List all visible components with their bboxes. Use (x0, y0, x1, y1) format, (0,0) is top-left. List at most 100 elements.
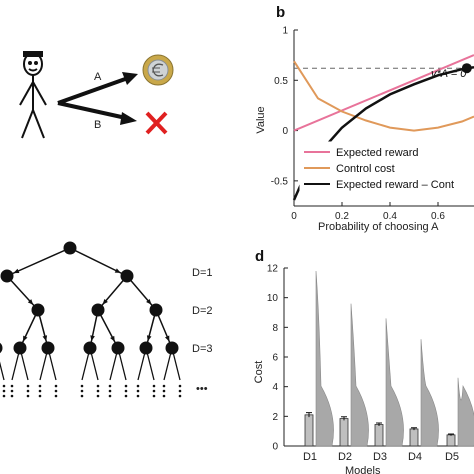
tree-continuation-dot (54, 389, 58, 393)
b-ytick-label: -0.5 (271, 176, 289, 187)
tree-continuation-dot (108, 389, 112, 393)
tree-continuation-dot (80, 394, 84, 398)
panel-d-ylabel: Cost (253, 361, 265, 384)
tree-continuation-dot (136, 394, 140, 398)
legend-control-cost: Control cost (336, 163, 395, 175)
tree-node (91, 303, 105, 317)
bar-D2 (339, 418, 349, 447)
b-xtick-label: 0.4 (383, 211, 397, 222)
depth-label-1: D=1 (192, 267, 213, 279)
optimum-annotation: v*A = 0 (431, 68, 467, 80)
panel-d-xlabel: Models (345, 465, 381, 474)
tree-continuation-dot (10, 389, 14, 393)
panel-a: A B (19, 51, 174, 139)
tree-continuation-dot (38, 389, 42, 393)
euro-coin-icon (142, 54, 174, 86)
panel-b-axes (293, 30, 474, 207)
tree-continuation-dot (108, 394, 112, 398)
tree-node (165, 341, 179, 355)
tree-node (13, 341, 27, 355)
control-cost-line (293, 60, 474, 132)
tree-continuation-dot (178, 384, 182, 388)
tree-arrowhead (146, 335, 152, 342)
legend-expected-reward: Expected reward (336, 147, 419, 159)
tree-continuation-dot (80, 384, 84, 388)
tree-continuation-dot (10, 394, 14, 398)
tree-edge (126, 275, 157, 311)
tree-continuation-dot (152, 389, 156, 393)
panel-d: d 0 2 4 6 8 10 12 D1 D2 D3 D4 D5 Cost Models (253, 248, 474, 474)
option-b-label: B (94, 119, 101, 131)
tree-node (149, 303, 163, 317)
panel-b-ylabel: Value (255, 106, 267, 133)
tree-node (139, 341, 153, 355)
legend-difference: Expected reward – Cont (336, 179, 454, 191)
tree-edge (37, 309, 49, 349)
tree-arrowhead (13, 268, 20, 274)
tree-edge (97, 275, 128, 311)
stick-figure-icon (19, 51, 47, 139)
depth-label-2: D=2 (192, 305, 213, 317)
d-ytick-label: 12 (267, 264, 279, 275)
arrow-b (57, 101, 137, 125)
tree-edge (6, 275, 39, 311)
tree-continuation-dot (162, 384, 166, 388)
tree-arrowhead (114, 268, 121, 273)
tree-node (63, 241, 77, 255)
tree-continuation-dot (152, 394, 156, 398)
violin-D1 (315, 270, 334, 447)
tree-continuation-dot (136, 389, 140, 393)
panel-b-legend: Expected reward Control cost Expected re… (299, 141, 474, 201)
tree-arrowhead (110, 335, 115, 342)
tree-continuation-dot (152, 384, 156, 388)
tree-continuation-dot (38, 394, 42, 398)
tree-continuation-dot (38, 384, 42, 388)
decision-tree (0, 241, 182, 398)
tree-arrowhead (42, 335, 48, 342)
b-ytick-label: 0.5 (274, 76, 288, 87)
option-a-label: A (94, 71, 102, 83)
tree-arrowhead (146, 298, 152, 305)
d-ytick-label: 6 (272, 353, 278, 364)
optimum-marker (461, 63, 472, 74)
d-ytick-label: 8 (272, 323, 278, 334)
tree-node (111, 341, 125, 355)
tree-continuation-dot (2, 384, 6, 388)
d-ytick-label: 10 (267, 293, 279, 304)
panel-d-marks: D1 D2 D3 D4 D5 (303, 270, 474, 463)
bar-D1 (304, 414, 314, 447)
tree-continuation-dot (96, 394, 100, 398)
tree-continuation-dot (2, 389, 6, 393)
tree-continuation-dot (108, 384, 112, 388)
tree-node (31, 303, 45, 317)
tree-continuation-dot (80, 389, 84, 393)
category-label-D3: D3 (373, 451, 387, 463)
violin-D2 (350, 303, 369, 447)
tree-leaf-edge (0, 361, 5, 381)
tree-continuation-dot (162, 394, 166, 398)
violin-D4 (420, 339, 439, 447)
tree-node (120, 269, 134, 283)
panel-b-xlabel: Probability of choosing A (318, 221, 439, 233)
tree-continuation-dot (178, 394, 182, 398)
tree-edge (145, 309, 157, 349)
tree-continuation-dot (26, 394, 30, 398)
category-label-D1: D1 (303, 451, 317, 463)
tree-edge (155, 309, 173, 349)
b-ytick-label: 1 (282, 26, 288, 37)
tree-continuation-dot (124, 394, 128, 398)
depth-label-3: D=3 (192, 343, 213, 355)
b-ytick-label: 0 (282, 126, 288, 137)
b-xtick-label: 0 (291, 211, 297, 222)
b-xtick-label: 0.6 (431, 211, 445, 222)
panel-c: D=1 D=2 D=3 ••• (0, 241, 213, 398)
d-ytick-label: 4 (272, 382, 278, 393)
tree-arrowhead (164, 335, 170, 342)
tree-continuation-dot (162, 389, 166, 393)
tree-continuation-dot (124, 384, 128, 388)
tree-continuation-dot (10, 384, 14, 388)
category-label-D5: D5 (445, 451, 459, 463)
category-label-D4: D4 (408, 451, 422, 463)
arrow-a (57, 72, 138, 105)
